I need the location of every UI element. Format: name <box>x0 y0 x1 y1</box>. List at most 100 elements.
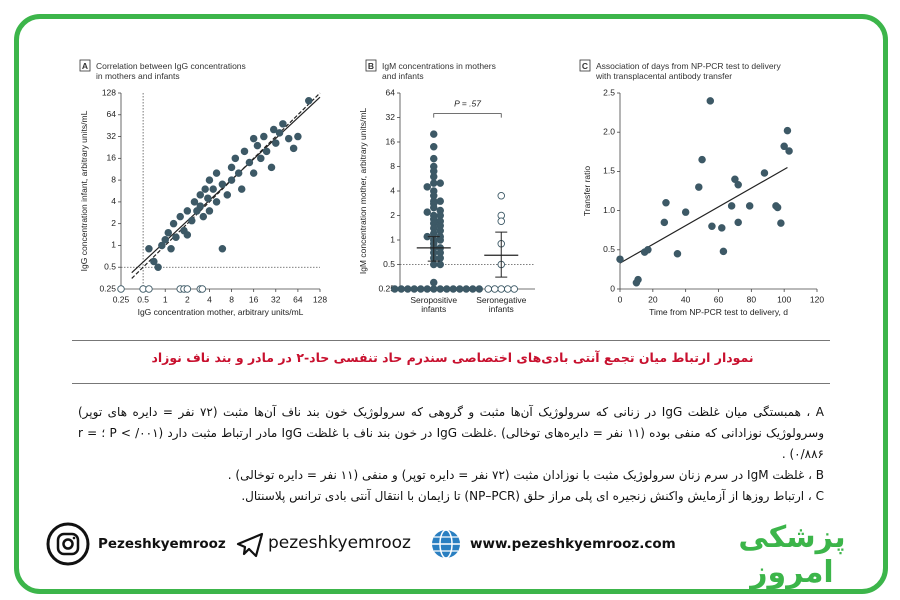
filled-point <box>430 229 438 238</box>
filled-point <box>237 185 246 193</box>
filled-point <box>209 185 217 193</box>
filled-point <box>449 285 458 293</box>
filled-point <box>272 139 280 147</box>
y-tick-label: 1.0 <box>603 205 615 215</box>
open-point <box>145 285 153 293</box>
x-tick-label: Seronegative infants <box>476 295 526 314</box>
y-tick-label: 2 <box>390 210 395 220</box>
filled-point <box>294 132 302 141</box>
x-tick-label: 60 <box>714 294 724 304</box>
y-tick-label: 32 <box>107 131 117 141</box>
panel-letter-box <box>79 59 91 72</box>
filled-point <box>183 207 192 215</box>
filled-point <box>190 198 199 206</box>
filled-point <box>785 147 793 155</box>
x-tick-label: 120 <box>810 294 824 304</box>
filled-point <box>430 154 438 163</box>
filled-point <box>681 208 690 216</box>
filled-point <box>154 263 162 271</box>
open-point <box>497 191 506 200</box>
x-tick-label: 64 <box>293 294 303 304</box>
filled-point <box>760 169 769 177</box>
filled-point <box>227 176 236 184</box>
panel-letter-box <box>365 59 377 72</box>
open-point <box>510 285 519 293</box>
filled-point <box>249 134 258 143</box>
y-tick-label: 16 <box>107 153 117 163</box>
filled-point <box>417 285 425 293</box>
x-tick-label: 100 <box>777 294 791 304</box>
filled-point <box>196 202 205 210</box>
frame <box>14 14 888 594</box>
filled-point <box>212 169 221 177</box>
chart-title: Correlation between IgG concentrations <box>96 61 246 71</box>
filled-point <box>167 245 175 253</box>
filled-point <box>430 142 438 151</box>
filled-point <box>269 125 278 134</box>
filled-point <box>436 236 445 244</box>
filled-point <box>218 245 227 253</box>
chart-title: Association of days from NP-PCR test to … <box>596 61 781 71</box>
filled-point <box>234 169 243 177</box>
paragraph: C ، ارتباط روزها از آزمایش واکنش زنجیره … <box>241 489 824 503</box>
filled-point <box>176 212 184 221</box>
filled-point <box>660 218 669 227</box>
body-text: A ، همبستگی میان غلظت IgG در زنانی که سر… <box>78 402 824 507</box>
filled-point <box>430 260 438 269</box>
filled-point <box>205 176 214 184</box>
caption: نمودار ارتباط میان تجمع آنتی بادی‌های اخ… <box>151 350 754 365</box>
x-tick-label: 4 <box>207 294 212 304</box>
open-point <box>198 285 207 293</box>
divider <box>72 340 830 341</box>
filled-point <box>199 212 208 221</box>
open-point <box>491 285 499 293</box>
x-tick-label: 2 <box>185 294 190 304</box>
filled-point <box>423 183 432 191</box>
y-tick-label: 32 <box>386 112 396 122</box>
x-tick-label: 0.25 <box>113 294 130 304</box>
filled-point <box>164 228 173 237</box>
panel-letter: A <box>82 61 88 71</box>
p-value-bracket <box>433 113 502 118</box>
globe-icon <box>432 529 460 559</box>
panel-letter: C <box>582 61 588 71</box>
filled-point <box>706 97 715 105</box>
filled-point <box>397 285 406 293</box>
y-tick-label: 1 <box>390 234 395 244</box>
filled-point <box>423 285 432 293</box>
y-tick-label: 2.5 <box>603 87 615 97</box>
filled-point <box>169 219 178 228</box>
filled-point <box>150 257 158 266</box>
p-value: P = .57 <box>454 99 481 109</box>
y-tick-label: 64 <box>386 87 396 97</box>
filled-point <box>436 197 445 205</box>
telegram-handle: pezeshkyemrooz <box>268 533 411 553</box>
y-tick-label: 4 <box>390 185 395 195</box>
filled-point <box>662 199 670 207</box>
y-tick-label: 0.25 <box>378 283 395 293</box>
y-axis-label: IgM concentration mother, arbitrary unit… <box>358 108 368 275</box>
filled-point <box>245 158 254 167</box>
y-tick-label: 0 <box>610 283 615 293</box>
y-tick-label: 1 <box>111 240 116 250</box>
y-tick-label: 8 <box>390 161 395 171</box>
telegram-icon <box>236 532 264 558</box>
y-tick-label: 0.5 <box>383 259 395 269</box>
y-tick-label: 128 <box>102 87 116 97</box>
filled-point <box>158 241 166 250</box>
y-axis-label: IgG concentration infant, arbitrary unit… <box>79 110 89 271</box>
logo: پزشکی امروز <box>738 520 846 590</box>
panel-letter-box <box>579 59 591 72</box>
filled-point <box>430 130 438 138</box>
x-axis-label: IgG concentration mother, arbitrary unit… <box>138 307 304 317</box>
filled-point <box>275 129 284 137</box>
filled-point <box>279 120 287 128</box>
y-tick-label: 2 <box>111 218 116 228</box>
filled-point <box>231 154 240 163</box>
filled-point <box>305 97 313 105</box>
x-tick-label: 1 <box>163 294 168 304</box>
y-tick-label: 0.25 <box>99 283 116 293</box>
filled-point <box>262 147 271 156</box>
filled-point <box>227 163 236 172</box>
